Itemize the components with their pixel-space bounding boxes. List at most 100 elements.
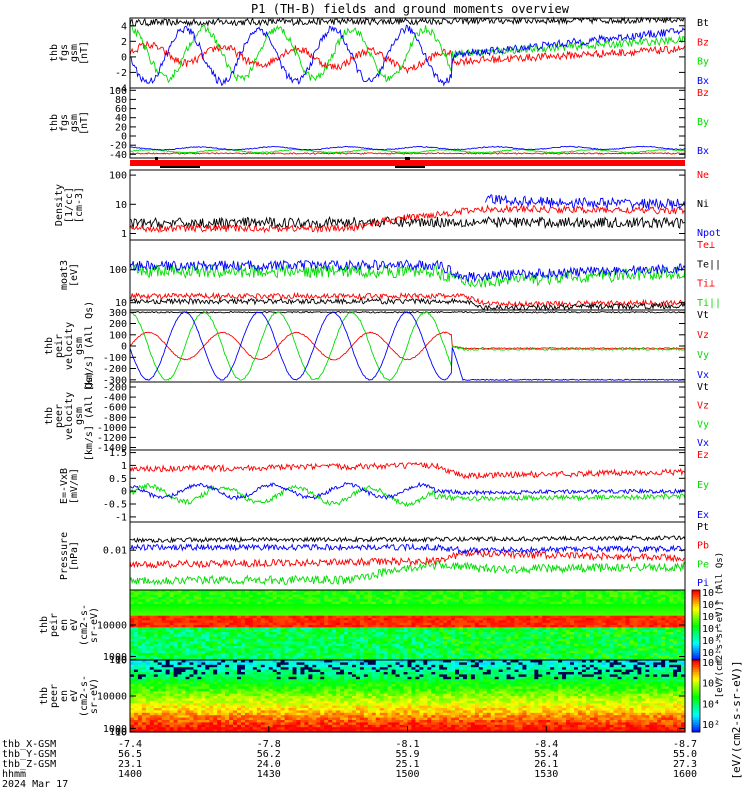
legend-entry: Pt [697,522,709,533]
y-tick-label: 10000 [97,621,127,632]
svg-text:velocity: velocity [64,322,75,370]
series-te-line [129,291,686,308]
y-tick-label: -400 [103,393,127,404]
y-tick-label: -1 [115,512,127,523]
colorbar-tick-label: 10⁴ [702,624,720,635]
legend-entry: Bz [697,37,709,48]
legend-entry: Ni [697,199,709,210]
series-ti-line [129,263,686,288]
svg-text:peir: peir [49,613,60,637]
x-tick-label: -8.4 [534,739,558,750]
y-tick-label: 1 [121,461,127,472]
svg-text:[eV]: [eV] [69,263,80,287]
x-axis-row-label: thb_Z-GSM [2,759,56,770]
spectrogram-10 [130,660,686,733]
y-tick-label: -0.5 [103,500,127,511]
svg-text:peir: peir [54,334,65,358]
series-ti-line [129,259,686,283]
y-tick-label: 100 [109,655,127,666]
legend-entry: Ey [697,480,709,491]
panel-3: 100 10 1 Density [1/cc] [cm-3] Ne Ni Npot [54,169,721,241]
y-axis-label: Density [1/cc] [cm-3] [54,184,85,226]
y-axis-label: thb peir en eV (cm2-s-sr-eV) [39,604,100,646]
colorbar-unit-label: [eV/(cm2-s-sr-eV)] (All Qs) [715,552,725,698]
x-tick-label: 56.5 [118,749,142,760]
y-axis-label: moat3 [eV] [59,260,80,290]
x-tick-label: -8.1 [395,739,419,750]
svg-text:peer: peer [54,404,65,428]
legend-entry: Vz [697,401,709,412]
legend-entry: Vt [697,382,709,393]
legend-entry: Npot [697,228,721,239]
y-axis-label: Pressure [nPa] [59,532,80,580]
series-by-line [129,24,686,84]
svg-text:gsm: gsm [74,337,85,355]
series-ex-line [129,481,686,501]
quality-flag-bar [130,157,685,168]
panel-1: 4 2 0 -2 -4 thb fgs gsm [nT] Bt Bz By Bx [49,16,709,95]
y-axis-label: thb peer velocity gsm [km/s] (All Qs) [44,371,95,461]
svg-text:(cm2-s-: (cm2-s- [79,604,90,646]
legend-entry: Vx [697,438,709,449]
svg-text:moat3: moat3 [59,260,70,290]
y-axis-label: thb peer en eV (cm2-s-sr-eV) [39,675,100,717]
svg-text:thb: thb [44,337,55,355]
series-te-line [129,297,686,312]
y-tick-label: -1000 [97,423,127,434]
colorbar-tick-label: 10⁷ [702,588,720,599]
legend-entry: Bt [697,18,709,29]
y-tick-label: -300 [103,375,127,386]
x-axis-group: thb_X-GSM -7.4 -7.8 -8.1 -8.4 -8.7 thb_Y-GSM 56… [2,726,697,790]
svg-text:[km/s] (All Qs): [km/s] (All Qs) [84,371,95,461]
x-tick-label: 55.9 [395,749,419,760]
y-tick-label: 0 [121,132,127,143]
legend-entry: Ex [697,510,709,521]
legend-entry: Te|| [697,259,721,270]
series-bz-line [129,40,686,75]
svg-text:[nPa]: [nPa] [69,541,80,571]
y-tick-label: 100 [109,330,127,341]
panel-frame [129,239,686,311]
y-tick-label: -2 [115,68,127,79]
legend-entry: Bx [697,146,709,157]
svg-text:[1/cc]: [1/cc] [64,187,75,223]
y-tick-label: 10 [115,200,127,211]
colorbar-tick-label: 10⁸ [702,658,720,669]
spectrogram-9 [130,590,686,661]
series-bx-line [129,145,686,151]
y-tick-label: 10000 [97,692,127,703]
x-axis-row-label: thb_X-GSM [2,739,56,750]
x-axis-row-label: thb_Y-GSM [2,749,56,760]
y-axis-label: thb fgs gsm [nT] [49,41,90,65]
x-tick-label: 26.1 [534,759,558,770]
y-tick-label: -20 [109,141,127,152]
series-npot-line [484,194,686,211]
series-vz-line [129,331,686,361]
y-tick-label: 10 [115,728,127,739]
series-vt-line [129,310,686,314]
x-axis-date-label: 2024 Mar 17 [2,779,68,790]
y-tick-label: 0 [121,52,127,63]
x-axis-row-label: hhmm [2,769,26,780]
colorbar-tick-label: 10² [702,648,720,659]
svg-text:[nT]: [nT] [79,111,90,135]
legend-entry: Vz [697,330,709,341]
y-tick-label: 20 [115,122,127,133]
legend-entry: Ti|| [697,298,721,309]
series-ez-line [129,461,686,480]
y-tick-label: 2 [121,37,127,48]
y-tick-label: -200 [103,383,127,394]
y-tick-label: 60 [115,104,127,115]
colorbar-tick-label: 10⁴ [702,699,720,710]
panel-frame [129,381,686,451]
y-tick-label: 40 [115,113,127,124]
y-tick-label: -100 [103,353,127,364]
y-tick-label: 300 [109,308,127,319]
x-tick-label: 1600 [673,769,697,780]
x-tick-label: 55.0 [673,749,697,760]
series-vx-line [129,311,686,381]
